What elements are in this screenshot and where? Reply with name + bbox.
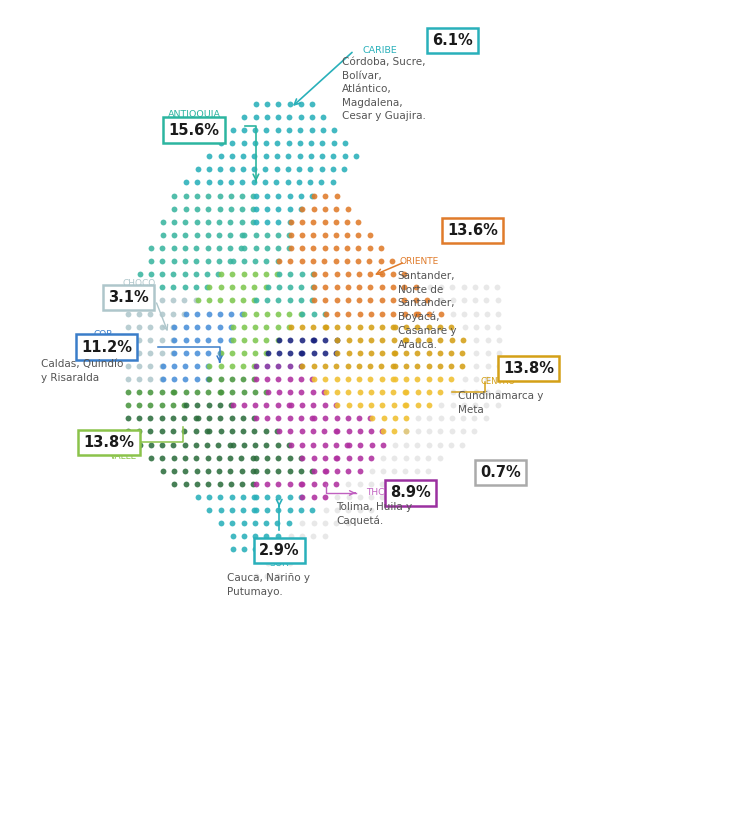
Text: Córdoba, Sucre,
Bolívar,
Atlántico,
Magdalena,
Cesar y Guajira.: Córdoba, Sucre, Bolívar, Atlántico, Magd… <box>342 57 426 122</box>
Text: ORIENTE: ORIENTE <box>400 256 439 266</box>
Text: 8.9%: 8.9% <box>391 486 431 501</box>
Text: 13.8%: 13.8% <box>83 435 134 450</box>
Text: 13.6%: 13.6% <box>447 224 498 238</box>
Text: CHOCO: CHOCO <box>123 279 156 288</box>
Text: 2.9%: 2.9% <box>259 543 299 558</box>
Text: CARIBE: CARIBE <box>362 46 397 55</box>
Text: SUR: SUR <box>269 559 289 568</box>
Text: ANTIOQUIA: ANTIOQUIA <box>168 110 220 119</box>
Text: Caldas, Quindío
y Risaralda: Caldas, Quindío y Risaralda <box>42 359 124 383</box>
Text: 15.6%: 15.6% <box>169 122 220 137</box>
Text: Cauca, Nariño y
Putumayo.: Cauca, Nariño y Putumayo. <box>227 573 310 597</box>
Text: 11.2%: 11.2% <box>81 339 132 354</box>
Text: 6.1%: 6.1% <box>432 33 472 48</box>
Text: Cundinamarca y
Meta: Cundinamarca y Meta <box>458 391 543 415</box>
Text: VALLE: VALLE <box>110 451 137 460</box>
Text: CENTRO: CENTRO <box>480 377 515 386</box>
Text: 3.1%: 3.1% <box>108 289 149 305</box>
Text: CQR: CQR <box>93 330 113 339</box>
Text: 13.8%: 13.8% <box>503 361 554 376</box>
Text: Santander,
Norte de
Santander,
Boyacá,
Casanare y
Arauca.: Santander, Norte de Santander, Boyacá, C… <box>398 271 456 349</box>
Text: THC: THC <box>366 488 385 497</box>
Text: 0.7%: 0.7% <box>480 465 520 480</box>
Text: Tolima, Huila y
Caquetá.: Tolima, Huila y Caquetá. <box>336 502 412 526</box>
